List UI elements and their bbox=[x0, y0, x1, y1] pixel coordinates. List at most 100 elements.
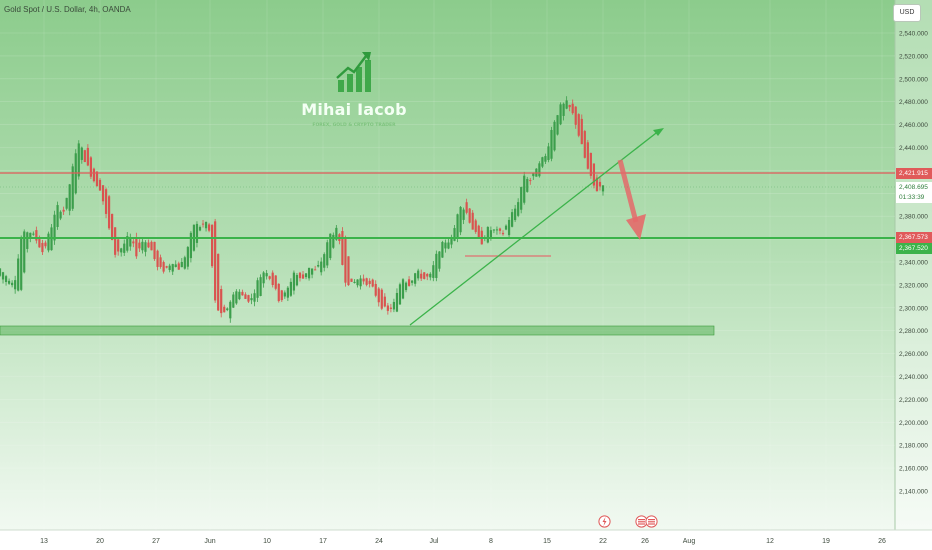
candle-body bbox=[68, 184, 71, 211]
candle-body bbox=[135, 237, 138, 257]
candle-body bbox=[138, 242, 141, 249]
candle-body bbox=[507, 219, 511, 236]
candle-body bbox=[165, 266, 168, 268]
candle-body bbox=[571, 103, 574, 114]
candlesticks bbox=[0, 96, 605, 323]
candle-body bbox=[177, 263, 180, 270]
time-tick-label: 26 bbox=[641, 538, 649, 545]
price-tick-label: 2,380.000 bbox=[899, 214, 928, 221]
candle-body bbox=[523, 175, 526, 203]
price-tick-label: 2,480.000 bbox=[899, 99, 928, 106]
candle-body bbox=[101, 185, 105, 202]
support-upper-price-tag[interactable]: 2,367.573 bbox=[896, 232, 932, 243]
time-axis-background[interactable] bbox=[0, 530, 932, 550]
candle-body bbox=[414, 273, 417, 284]
currency-button[interactable]: USD bbox=[893, 4, 921, 22]
candle-body bbox=[62, 209, 65, 212]
price-axis-background[interactable] bbox=[895, 0, 932, 530]
candle-body bbox=[401, 279, 405, 299]
candle-body bbox=[474, 220, 477, 232]
bearish-projection-arrow[interactable] bbox=[617, 159, 639, 223]
candle-body bbox=[471, 212, 474, 230]
support-zone-rectangle[interactable] bbox=[0, 325, 715, 336]
candle-body bbox=[229, 301, 232, 319]
candle-body bbox=[407, 279, 411, 286]
candle-body bbox=[311, 268, 314, 275]
candle-body bbox=[529, 180, 532, 182]
candle-body bbox=[307, 267, 311, 279]
us-flag-event-icon-2[interactable] bbox=[645, 515, 658, 528]
candle-body bbox=[298, 272, 302, 279]
candle-body bbox=[271, 272, 274, 285]
candle-body bbox=[426, 273, 429, 277]
candle-body bbox=[123, 243, 126, 253]
candle-body bbox=[247, 295, 250, 302]
candle-body bbox=[92, 168, 96, 182]
candle-body bbox=[347, 256, 350, 286]
candle-body bbox=[517, 202, 520, 216]
candle-body bbox=[465, 202, 468, 213]
candle-body bbox=[86, 147, 89, 166]
lightning-icon[interactable] bbox=[598, 515, 611, 528]
candle-body bbox=[283, 292, 286, 297]
price-tick-label: 2,160.000 bbox=[899, 466, 928, 473]
candle-body bbox=[435, 253, 438, 278]
candle-body bbox=[574, 106, 577, 125]
candle-body bbox=[80, 147, 83, 160]
candle-body bbox=[44, 242, 47, 247]
watermark-tagline: FOREX, GOLD & CRYPTO TRADER bbox=[312, 123, 396, 128]
candle-body bbox=[386, 305, 389, 311]
candle-body bbox=[162, 262, 165, 272]
price-tick-label: 2,540.000 bbox=[899, 31, 928, 38]
symbol-title[interactable]: Gold Spot / U.S. Dollar, 4h, OANDA bbox=[4, 5, 131, 14]
price-tick-label: 2,300.000 bbox=[899, 305, 928, 312]
candle-body bbox=[77, 143, 80, 177]
candle-body bbox=[598, 181, 602, 187]
candle-body bbox=[214, 221, 217, 301]
candle-body bbox=[295, 274, 299, 286]
candle-body bbox=[532, 172, 535, 177]
candle-body bbox=[174, 264, 177, 267]
candle-body bbox=[235, 291, 238, 304]
candle-body bbox=[292, 272, 296, 291]
candle-body bbox=[59, 211, 62, 219]
candle-body bbox=[238, 291, 241, 300]
candle-body bbox=[274, 275, 277, 289]
candle-body bbox=[289, 281, 292, 296]
candle-body bbox=[129, 237, 132, 247]
candle-body bbox=[556, 115, 559, 135]
candle-body bbox=[432, 265, 435, 278]
candle-body bbox=[223, 306, 226, 313]
candle-body bbox=[150, 241, 153, 251]
candle-body bbox=[107, 196, 111, 229]
candle-body bbox=[371, 279, 374, 287]
candle-body bbox=[589, 152, 592, 176]
support-lower-price-tag[interactable]: 2,367.520 bbox=[896, 243, 932, 254]
candle-body bbox=[114, 227, 117, 255]
time-tick-label: 15 bbox=[543, 538, 551, 545]
candle-body bbox=[459, 206, 462, 233]
trend-line-arrowhead bbox=[653, 128, 664, 136]
candle-body bbox=[420, 273, 423, 279]
resistance-price-tag[interactable]: 2,421.915 bbox=[896, 168, 932, 179]
candle-body bbox=[156, 250, 159, 267]
candle-body bbox=[580, 118, 583, 145]
candle-body bbox=[132, 241, 135, 244]
candle-body bbox=[429, 273, 432, 278]
price-tick-label: 2,220.000 bbox=[899, 397, 928, 404]
candle-body bbox=[544, 156, 547, 162]
candle-body bbox=[180, 261, 183, 268]
candle-body bbox=[565, 100, 568, 109]
current-price-tag[interactable]: 2,408.695 bbox=[896, 182, 932, 193]
candle-body bbox=[286, 287, 289, 298]
candle-body bbox=[504, 225, 508, 230]
price-tick-label: 2,240.000 bbox=[899, 374, 928, 381]
time-tick-label: 13 bbox=[40, 538, 48, 545]
candle-body bbox=[514, 208, 517, 221]
price-tick-label: 2,200.000 bbox=[899, 420, 928, 427]
candle-body bbox=[259, 277, 262, 296]
candle-body bbox=[95, 171, 99, 187]
candle-body bbox=[117, 239, 120, 252]
